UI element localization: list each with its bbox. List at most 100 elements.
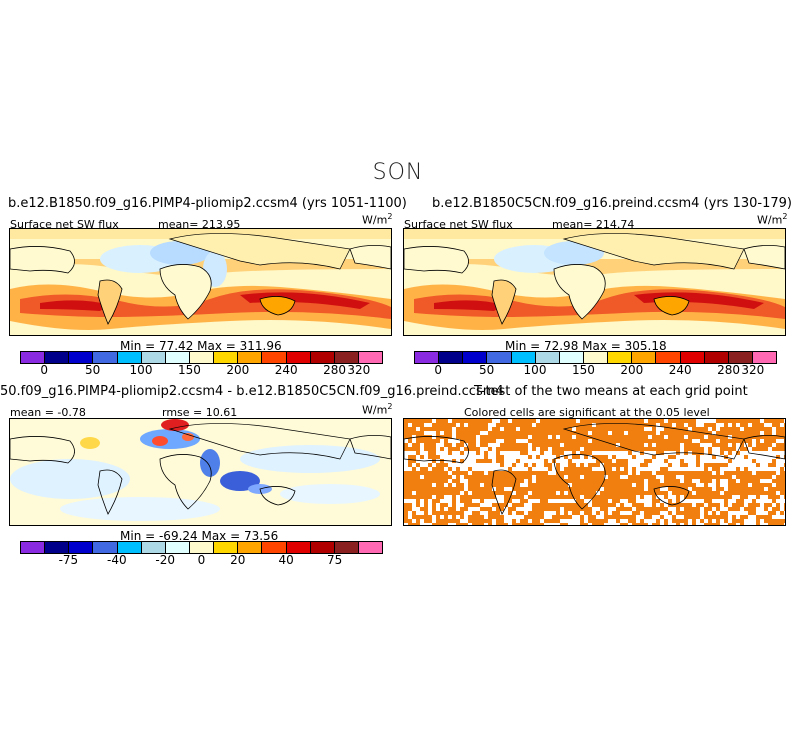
panel2-colorbar-swatch — [656, 352, 681, 363]
panel2-colorbar-tick: 150 — [571, 363, 595, 377]
panel1-colorbar-swatch — [334, 352, 359, 363]
panel3-colorbar-tick: 20 — [230, 553, 246, 567]
panel1-colorbar-tick: 0 — [40, 363, 48, 377]
panel1-map — [9, 228, 392, 336]
panel3-minmax: Min = -69.24 Max = 73.56 — [120, 529, 279, 543]
panel2-mean: mean= 214.74 — [552, 218, 635, 231]
panel2-colorbar-swatch — [487, 352, 512, 363]
panel3-units: W/m2 — [362, 402, 393, 417]
panel2-run-title: b.e12.B1850C5CN.f09_g16.preind.ccsm4 (yr… — [432, 196, 792, 211]
plot-title: SON — [372, 160, 424, 185]
panel2-colorbar-swatch — [583, 352, 609, 363]
panel2-colorbar-swatch — [704, 352, 729, 363]
panel3-colorbar-swatch — [238, 542, 263, 553]
panel4-run-title: T-test of the two means at each grid poi… — [474, 384, 748, 399]
panel1-colorbar-tick: 280 — [323, 363, 347, 377]
panel1-colorbar-swatch — [141, 352, 166, 363]
panel2-colorbar-tick: 100 — [523, 363, 547, 377]
panel1-colorbar-tick: 200 — [226, 363, 250, 377]
panel2-colorbar-swatch — [559, 352, 584, 363]
panel3-colorbar-tick: 0 — [197, 553, 206, 567]
panel3-colorbar-swatches — [20, 541, 383, 554]
panel3-colorbar-swatch — [189, 542, 215, 553]
panel3-colorbar-ticks: -75 -40 -20 0 20 40 75 — [20, 553, 383, 569]
panel3-colorbar-tick: -40 — [106, 553, 127, 567]
panel1-colorbar-swatch — [286, 352, 311, 363]
panel2-colorbar-swatch — [535, 352, 560, 363]
panel2-colorbar-swatch — [728, 352, 753, 363]
panel3-colorbar-tick: 75 — [326, 553, 343, 567]
panel1-colorbar-swatch — [238, 352, 263, 363]
panel3-colorbar-swatch — [262, 542, 287, 553]
panel3-colorbar-swatch — [93, 542, 118, 553]
panel2-colorbar-tick: 200 — [620, 363, 644, 377]
panel3-mean: mean = -0.78 — [10, 406, 86, 419]
panel1-colorbar-swatch — [45, 352, 70, 363]
panel2-colorbar-swatches — [414, 351, 777, 364]
panel3-colorbar-tick: -75 — [58, 553, 79, 567]
panel1-colorbar-tick: 150 — [177, 363, 201, 377]
panel1-mean: mean= 213.95 — [158, 218, 241, 231]
panel2-units: W/m2 — [757, 212, 788, 227]
panel3-colorbar-tick: 40 — [278, 553, 294, 567]
panel2-colorbar-tick: 320 — [741, 363, 765, 377]
panel3-colorbar-swatch — [310, 542, 335, 553]
panel1-colorbar-tick: 240 — [274, 363, 298, 377]
panel2-colorbar-tick: 0 — [434, 363, 442, 377]
panel3-colorbar-swatch — [21, 542, 46, 553]
panel1-colorbar-swatch — [310, 352, 335, 363]
panel3-colorbar-swatch — [334, 542, 359, 553]
panel1-colorbar-swatch — [189, 352, 215, 363]
panel2-colorbar-swatch — [415, 352, 440, 363]
panel1-colorbar-tick: 50 — [84, 363, 101, 377]
panel2-colorbar — [414, 351, 777, 364]
panel1-colorbar-swatch — [117, 352, 142, 363]
panel1-colorbar-swatch — [93, 352, 118, 363]
panel1-run-title: b.e12.B1850.f09_g16.PIMP4-pliomip2.ccsm4… — [8, 196, 407, 211]
panel3-map — [9, 418, 392, 526]
panel2-variable: Surface net SW flux — [404, 218, 513, 231]
panel4-subtitle: Colored cells are significant at the 0.0… — [464, 406, 710, 419]
panel1-colorbar-swatch — [165, 352, 190, 363]
panel3-colorbar-swatch — [165, 542, 190, 553]
panel2-colorbar-tick: 240 — [668, 363, 692, 377]
panel1-minmax: Min = 77.42 Max = 311.96 — [120, 339, 282, 353]
panel1-colorbar-ticks: 0 50 100 150 200 240 280 320 — [20, 363, 383, 379]
panel2-colorbar-swatch — [511, 352, 536, 363]
panel3-rmse: rmse = 10.61 — [162, 406, 238, 419]
panel1-colorbar-swatch — [358, 352, 383, 363]
panel2-colorbar-swatch — [680, 352, 705, 363]
ttest-svg — [404, 419, 785, 525]
panel2-colorbar-ticks: 0 50 100 150 200 240 280 320 — [414, 363, 777, 379]
panel2-minmax: Min = 72.98 Max = 305.18 — [505, 339, 667, 353]
panel1-colorbar-tick: 100 — [129, 363, 153, 377]
panel1-colorbar-swatch — [21, 352, 46, 363]
panel1-colorbar-tick: 320 — [347, 363, 371, 377]
panel1-colorbar-swatch — [69, 352, 94, 363]
panel2-colorbar-swatch — [752, 352, 777, 363]
panel3-colorbar-swatch — [117, 542, 142, 553]
panel2-colorbar-swatch — [608, 352, 633, 363]
panel1-colorbar — [20, 351, 383, 364]
panel2-colorbar-swatch — [632, 352, 657, 363]
panel3-colorbar-swatch — [286, 542, 311, 553]
panel2-colorbar-swatch — [463, 352, 488, 363]
panel1-units: W/m2 — [362, 212, 393, 227]
panel2-colorbar-tick: 50 — [478, 363, 495, 377]
panel2-colorbar-tick: 280 — [717, 363, 741, 377]
panel1-colorbar-swatch — [262, 352, 287, 363]
panel3-run-title: 50.f09_g16.PIMP4-pliomip2.ccsm4 - b.e12.… — [0, 384, 504, 399]
panel4-map — [403, 418, 786, 526]
panel2-colorbar-swatch — [439, 352, 464, 363]
panel1-colorbar-swatch — [214, 352, 239, 363]
panel3-colorbar-swatch — [69, 542, 94, 553]
panel1-variable: Surface net SW flux — [10, 218, 119, 231]
panel2-map — [403, 228, 786, 336]
panel3-colorbar-swatch — [214, 542, 239, 553]
panel3-colorbar-swatch — [358, 542, 383, 553]
panel3-colorbar-swatch — [141, 542, 166, 553]
panel3-colorbar-swatch — [45, 542, 70, 553]
panel3-colorbar-tick: -20 — [155, 553, 175, 567]
panel3-colorbar — [20, 541, 383, 554]
panel1-colorbar-swatches — [20, 351, 383, 364]
